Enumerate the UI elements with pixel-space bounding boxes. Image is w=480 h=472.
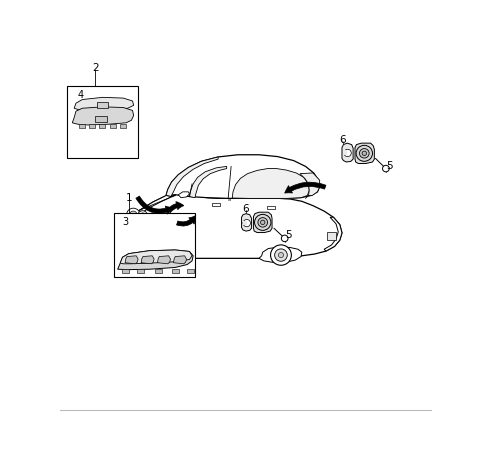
Polygon shape [241,214,252,231]
Polygon shape [125,256,138,264]
Polygon shape [120,250,192,264]
Polygon shape [118,250,193,270]
Circle shape [362,151,367,155]
Circle shape [254,214,271,230]
Polygon shape [138,243,177,258]
Bar [97,102,108,108]
FancyArrowPatch shape [136,196,173,214]
Bar [122,269,129,273]
Text: 5: 5 [386,160,393,171]
Circle shape [360,149,369,158]
Bar [120,225,129,239]
Circle shape [155,248,160,254]
Circle shape [258,218,267,227]
Circle shape [151,244,164,258]
Circle shape [275,249,288,261]
Text: 2: 2 [92,63,99,73]
Bar [67,86,138,159]
Text: 6: 6 [339,135,346,144]
Bar [79,124,84,128]
Bar [172,269,179,273]
Polygon shape [119,194,342,258]
Polygon shape [342,143,353,162]
Polygon shape [74,97,133,110]
Bar [243,220,247,225]
Circle shape [271,245,291,265]
Circle shape [281,235,288,242]
Text: 4: 4 [77,90,84,100]
Polygon shape [166,157,218,196]
Circle shape [146,240,168,262]
FancyArrowPatch shape [177,215,196,226]
Bar [110,124,116,128]
Bar [114,213,195,277]
Circle shape [127,208,140,221]
Circle shape [261,220,265,225]
Polygon shape [300,173,320,195]
Text: 5: 5 [285,230,292,240]
Polygon shape [178,192,190,198]
Polygon shape [253,212,272,233]
Polygon shape [157,256,170,264]
Circle shape [140,213,145,218]
FancyArrowPatch shape [167,202,184,212]
Bar [89,124,95,128]
Circle shape [130,211,137,219]
Polygon shape [232,169,309,198]
Polygon shape [124,213,145,224]
Polygon shape [259,247,302,262]
Text: ": " [228,198,231,204]
Polygon shape [72,107,133,125]
Circle shape [356,145,372,161]
Bar [212,203,220,206]
Bar [344,151,347,155]
Polygon shape [119,217,132,245]
FancyArrowPatch shape [285,182,326,193]
Bar [137,269,144,273]
Polygon shape [355,143,374,163]
Circle shape [243,219,251,227]
Polygon shape [141,256,154,264]
Bar [267,206,275,209]
Polygon shape [173,256,186,264]
Polygon shape [324,217,342,251]
Bar [187,269,194,273]
Bar [155,269,162,273]
Circle shape [138,211,147,220]
Circle shape [383,165,389,172]
Polygon shape [166,155,320,198]
Circle shape [278,253,284,258]
Polygon shape [190,167,227,198]
Polygon shape [119,195,175,245]
Bar [327,232,336,240]
Bar [96,116,107,122]
Text: 3: 3 [122,217,128,227]
Bar [120,124,126,128]
Text: 6: 6 [243,203,249,213]
Bar [99,124,106,128]
Circle shape [344,149,351,157]
Text: 1: 1 [125,193,132,202]
